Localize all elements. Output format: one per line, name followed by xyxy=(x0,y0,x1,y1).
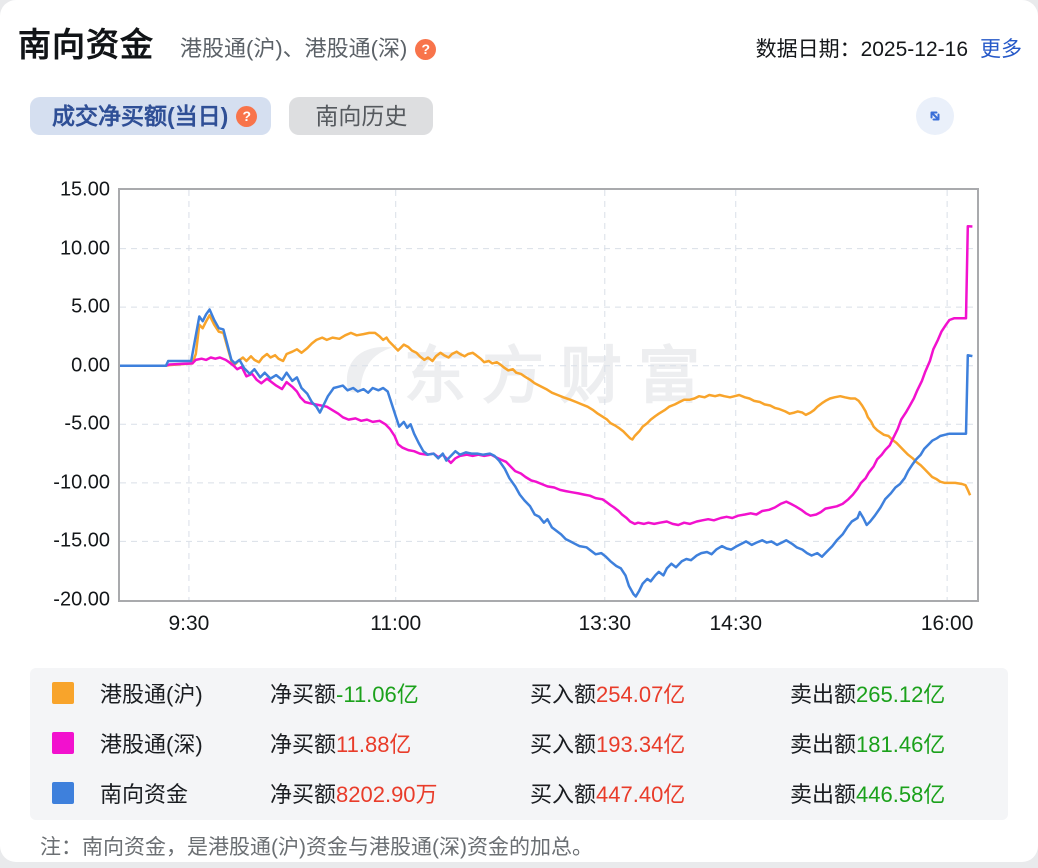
y-axis-tick: 5.00 xyxy=(71,295,110,318)
data-date-value: 2025-12-16 xyxy=(860,38,968,61)
y-axis-tick: 15.00 xyxy=(59,178,110,201)
legend-net-amount-value: 8202.90万 xyxy=(336,782,438,807)
footnote: 注：南向资金，是港股通(沪)资金与港股通(深)资金的加总。 xyxy=(40,836,593,859)
page-title: 南向资金 xyxy=(18,26,154,63)
legend-buy-amount-value: 254.07亿 xyxy=(596,682,686,707)
legend-sell-amount-value: 446.58亿 xyxy=(856,782,946,807)
series-line-港股通(深) xyxy=(120,225,973,527)
expand-arrows-icon xyxy=(930,111,940,121)
chart-plot[interactable]: 东方财富 xyxy=(118,188,979,602)
legend-buy-amount-cell: 买入额193.34亿 xyxy=(530,727,790,759)
series-swatch-icon xyxy=(52,782,74,804)
legend-buy-amount-label: 买入额 xyxy=(530,782,597,807)
x-axis-tick: 14:30 xyxy=(709,612,763,635)
x-axis-labels: 9:30 11:00 13:30 14:30 16:00 xyxy=(120,612,977,642)
legend-net-amount-cell: 净买额11.88亿 xyxy=(270,727,530,759)
y-axis-tick: -15.00 xyxy=(53,529,110,552)
legend-buy-amount-label: 买入额 xyxy=(530,682,597,707)
data-date-label: 数据日期： xyxy=(755,38,861,61)
tab-help-icon[interactable]: ? xyxy=(236,105,258,127)
legend-sell-amount-value: 181.46亿 xyxy=(856,732,946,757)
legend-row-南向资金[interactable]: 南向资金 净买额8202.90万 买入额447.40亿 卖出额446.58亿 xyxy=(30,768,1008,818)
x-axis-tick: 13:30 xyxy=(578,612,632,635)
legend-series-name: 南向资金 xyxy=(100,782,189,807)
legend-net-amount-value: 11.88亿 xyxy=(336,732,412,757)
x-axis-tick: 11:00 xyxy=(370,612,422,635)
header-right: 数据日期： 2025-12-16 更多 xyxy=(756,33,1022,63)
header: 南向资金 港股通(沪)、港股通(深) ? 数据日期： 2025-12-16 更多 xyxy=(18,18,1022,66)
legend-buy-amount-label: 买入额 xyxy=(530,732,597,757)
y-axis-tick: 0.00 xyxy=(71,354,110,377)
y-axis-tick: -10.00 xyxy=(53,471,110,494)
subtitle-help-icon[interactable]: ? xyxy=(415,38,437,60)
legend-sell-amount-label: 卖出额 xyxy=(790,732,857,757)
legend-sell-amount-value: 265.12亿 xyxy=(856,682,946,707)
legend-net-amount-label: 净买额 xyxy=(270,782,337,807)
legend-sell-amount-cell: 卖出额265.12亿 xyxy=(790,677,1008,709)
legend-buy-amount-value: 193.34亿 xyxy=(596,732,686,757)
legend-net-amount-cell: 净买额-11.06亿 xyxy=(270,677,530,709)
legend-net-amount-label: 净买额 xyxy=(270,732,337,757)
series-line-南向资金 xyxy=(120,308,973,598)
y-axis-tick: -20.00 xyxy=(53,588,110,611)
legend-series-name: 港股通(深) xyxy=(100,732,203,757)
legend-buy-amount-value: 447.40亿 xyxy=(596,782,686,807)
legend-table: 港股通(沪) 净买额-11.06亿 买入额254.07亿 卖出额265.12亿 港股通(… xyxy=(30,668,1008,820)
legend-sell-amount-cell: 卖出额446.58亿 xyxy=(790,777,1008,809)
legend-sell-amount-label: 卖出额 xyxy=(790,682,857,707)
tab-bar: 成交净买额(当日) ? 南向历史 xyxy=(30,97,434,135)
legend-buy-amount-cell: 买入额447.40亿 xyxy=(530,777,790,809)
series-swatch-icon xyxy=(52,732,74,754)
legend-net-amount-value: -11.06亿 xyxy=(336,682,419,707)
tab-net-buy-today[interactable]: 成交净买额(当日) ? xyxy=(30,97,272,135)
y-axis-tick: 10.00 xyxy=(59,237,110,260)
legend-net-amount-cell: 净买额8202.90万 xyxy=(270,777,530,809)
legend-buy-amount-cell: 买入额254.07亿 xyxy=(530,677,790,709)
legend-sell-amount-cell: 卖出额181.46亿 xyxy=(790,727,1008,759)
y-axis-tick: -5.00 xyxy=(64,412,110,435)
legend-series-name: 港股通(沪) xyxy=(100,682,203,707)
tab-net-buy-today-label: 成交净买额(当日) xyxy=(52,103,229,129)
series-line-港股通(沪) xyxy=(120,314,972,496)
legend-row-港股通(沪)[interactable]: 港股通(沪) 净买额-11.06亿 买入额254.07亿 卖出额265.12亿 xyxy=(30,668,1008,718)
chart-canvas xyxy=(120,190,977,600)
y-axis-labels: 15.00 10.00 5.00 0.00 -5.00 -10.00 -15.00 -20.0… xyxy=(0,179,110,611)
tab-southbound-history[interactable]: 南向历史 xyxy=(289,97,434,135)
more-link[interactable]: 更多 xyxy=(980,38,1022,61)
page-subtitle: 港股通(沪)、港股通(深) xyxy=(180,36,408,61)
legend-sell-amount-label: 卖出额 xyxy=(790,782,857,807)
legend-net-amount-label: 净买额 xyxy=(270,682,337,707)
series-swatch-icon xyxy=(52,682,74,704)
x-axis-tick: 16:00 xyxy=(920,612,974,635)
legend-row-港股通(深)[interactable]: 港股通(深) 净买额11.88亿 买入额193.34亿 卖出额181.46亿 xyxy=(30,718,1008,768)
expand-button[interactable] xyxy=(916,97,954,135)
x-axis-tick: 9:30 xyxy=(168,612,210,635)
